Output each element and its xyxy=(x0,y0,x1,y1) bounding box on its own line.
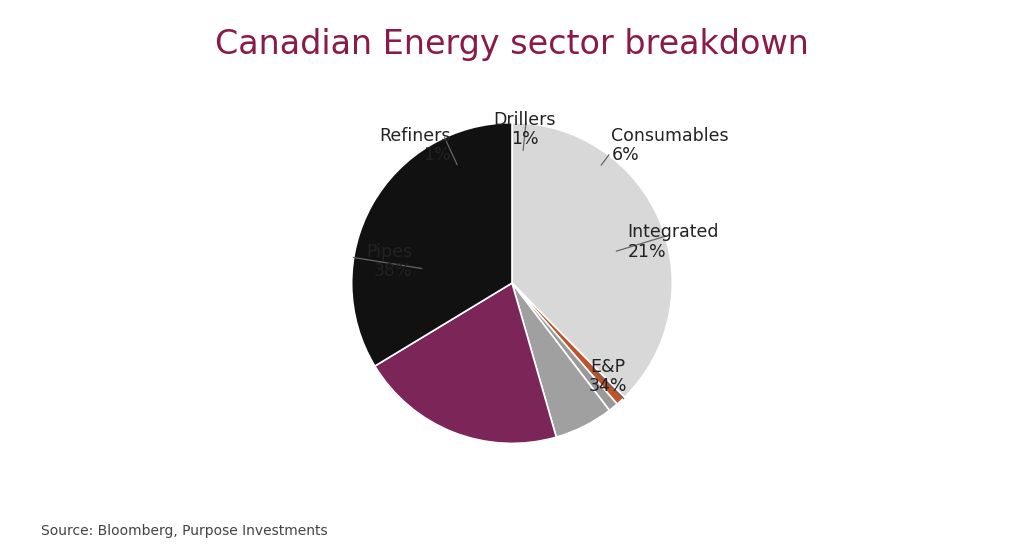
Wedge shape xyxy=(512,283,617,410)
Wedge shape xyxy=(512,283,609,437)
Text: Drillers: Drillers xyxy=(494,111,556,129)
Text: Canadian Energy sector breakdown: Canadian Energy sector breakdown xyxy=(215,28,809,60)
Wedge shape xyxy=(512,283,625,404)
Text: 34%: 34% xyxy=(589,377,628,395)
Text: 1%: 1% xyxy=(424,147,452,164)
Text: Consumables: Consumables xyxy=(611,127,729,145)
Text: 38%: 38% xyxy=(374,262,413,280)
Text: 1%: 1% xyxy=(511,130,539,148)
Text: 21%: 21% xyxy=(628,243,666,261)
Text: Source: Bloomberg, Purpose Investments: Source: Bloomberg, Purpose Investments xyxy=(41,524,328,538)
Text: Integrated: Integrated xyxy=(628,223,719,241)
Wedge shape xyxy=(512,123,673,397)
Text: 6%: 6% xyxy=(611,147,639,164)
Wedge shape xyxy=(375,283,556,443)
Text: E&P: E&P xyxy=(591,358,626,376)
Wedge shape xyxy=(351,123,512,366)
Text: Pipes: Pipes xyxy=(367,243,413,261)
Text: Refiners: Refiners xyxy=(380,127,452,145)
